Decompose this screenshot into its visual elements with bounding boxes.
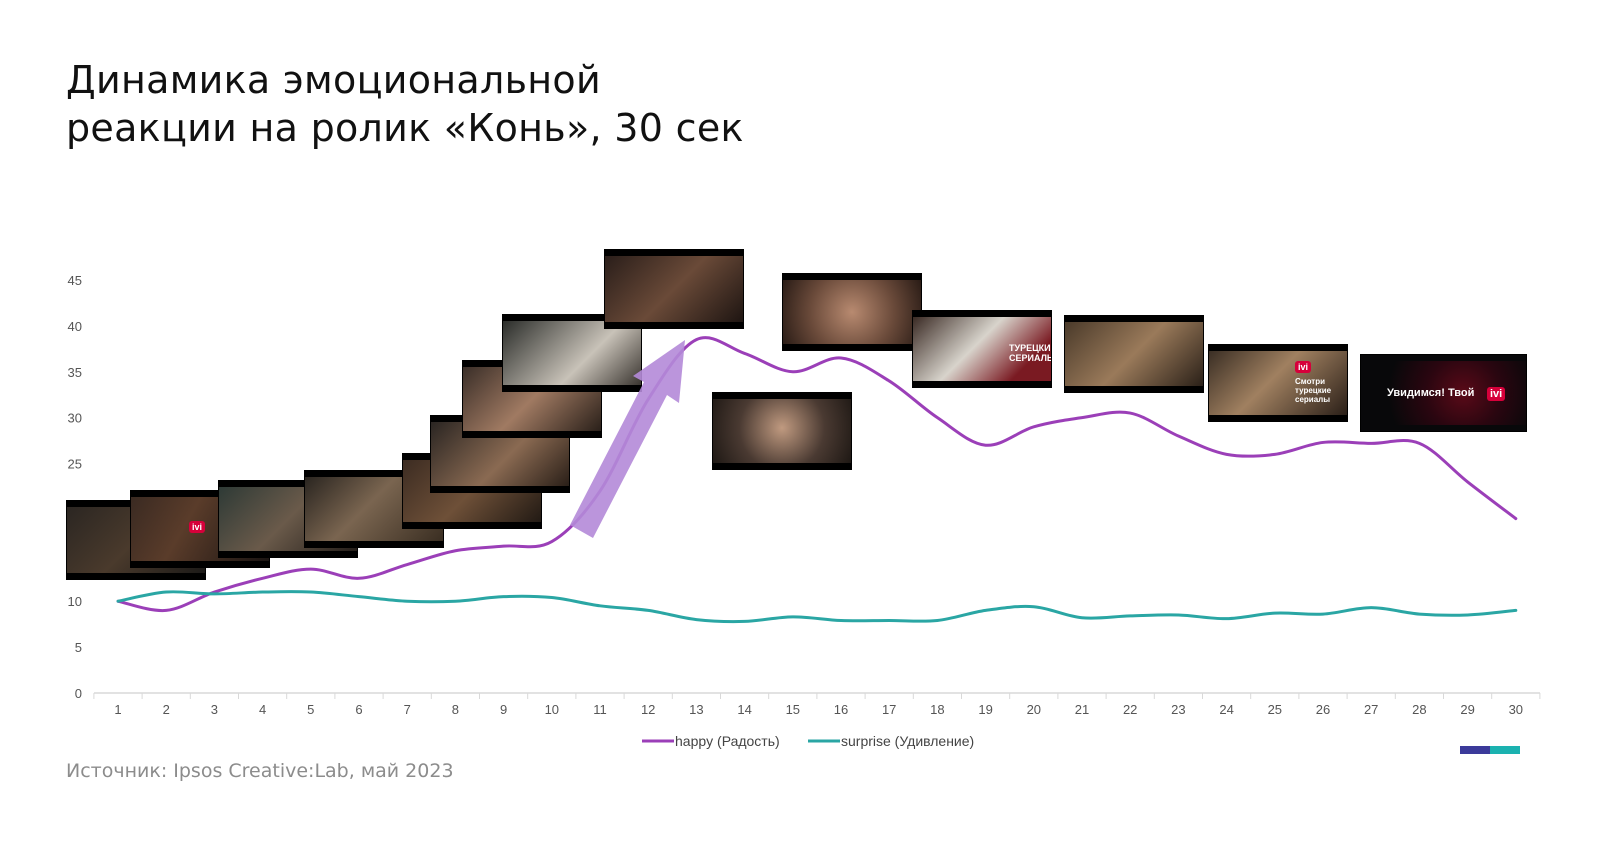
x-tick-label: 5 — [307, 702, 314, 717]
x-tick-label: 6 — [355, 702, 362, 717]
x-tick-label: 12 — [641, 702, 655, 717]
frame-thumbnail — [604, 249, 744, 329]
x-tick-label: 18 — [930, 702, 944, 717]
x-tick-label: 22 — [1123, 702, 1137, 717]
x-tick-label: 15 — [786, 702, 800, 717]
x-tick-label: 23 — [1171, 702, 1185, 717]
y-tick-label: 5 — [75, 640, 82, 655]
x-tick-label: 21 — [1075, 702, 1089, 717]
x-tick-label: 16 — [834, 702, 848, 717]
frame-thumbnail — [1064, 315, 1204, 393]
x-tick-label: 25 — [1268, 702, 1282, 717]
y-tick-label: 40 — [68, 319, 82, 334]
x-tick-label: 29 — [1460, 702, 1474, 717]
final-screen-caption: Увидимся! Твой — [1387, 387, 1475, 399]
y-tick-label: 35 — [68, 365, 82, 380]
y-tick-label: 25 — [68, 457, 82, 472]
legend-label: surprise (Удивление) — [841, 733, 974, 749]
frame-thumbnail: Увидимся! Твой ivi — [1360, 354, 1527, 432]
y-tick-label: 10 — [68, 594, 82, 609]
title-line-1: Динамика эмоциональной — [66, 58, 601, 102]
legend-label: happy (Радость) — [675, 733, 780, 749]
x-tick-label: 27 — [1364, 702, 1378, 717]
ivi-logo: ivi — [1295, 361, 1312, 373]
y-tick-label: 45 — [68, 273, 82, 288]
x-tick-label: 28 — [1412, 702, 1426, 717]
chart-title: Динамика эмоциональной реакции на ролик … — [66, 56, 744, 152]
y-tick-label: 0 — [75, 686, 82, 701]
x-tick-label: 13 — [689, 702, 703, 717]
turkish-series-caption: ТУРЕЦКИЕ СЕРИАЛЫ — [1009, 343, 1052, 363]
x-tick-label: 30 — [1509, 702, 1523, 717]
x-tick-label: 24 — [1219, 702, 1233, 717]
frame-thumbnail — [782, 273, 922, 351]
x-tick-label: 3 — [211, 702, 218, 717]
frame-thumbnail: ivi Смотри турецкие сериалы — [1208, 344, 1348, 422]
x-tick-label: 2 — [163, 702, 170, 717]
x-tick-label: 19 — [978, 702, 992, 717]
brand-bar — [1460, 746, 1520, 754]
frame-thumbnail: ТУРЕЦКИЕ СЕРИАЛЫ — [912, 310, 1052, 388]
watch-turkish-caption: Смотри турецкие сериалы — [1295, 377, 1332, 404]
x-tick-label: 26 — [1316, 702, 1330, 717]
x-tick-label: 11 — [593, 702, 607, 717]
ivi-logo: ivi — [189, 521, 206, 533]
x-tick-label: 10 — [545, 702, 559, 717]
frame-thumbnail — [712, 392, 852, 470]
happy-series-line — [116, 336, 1518, 613]
x-tick-label: 1 — [114, 702, 121, 717]
x-tick-label: 17 — [882, 702, 896, 717]
x-tick-label: 14 — [737, 702, 751, 717]
x-tick-label: 7 — [404, 702, 411, 717]
x-tick-label: 9 — [500, 702, 507, 717]
surprise-series-line — [116, 590, 1518, 624]
legend: happy (Радость) surprise (Удивление) — [642, 733, 974, 749]
x-tick-label: 20 — [1027, 702, 1041, 717]
x-tick-label: 8 — [452, 702, 459, 717]
series-lines — [116, 336, 1518, 624]
ivi-logo: ivi — [1487, 387, 1506, 401]
source-note: Источник: Ipsos Creative:Lab, май 2023 — [66, 760, 454, 782]
title-line-2: реакции на ролик «Конь», 30 сек — [66, 106, 744, 150]
y-tick-label: 30 — [68, 411, 82, 426]
arrow-shape — [570, 340, 685, 538]
x-tick-label: 4 — [259, 702, 266, 717]
x-axis-ticks: 1 2 3 4 5 6 7 8 9 10 11 12 13 14 15 16 17 18 19 20 21 22 23 24 2… — [93, 693, 1541, 717]
